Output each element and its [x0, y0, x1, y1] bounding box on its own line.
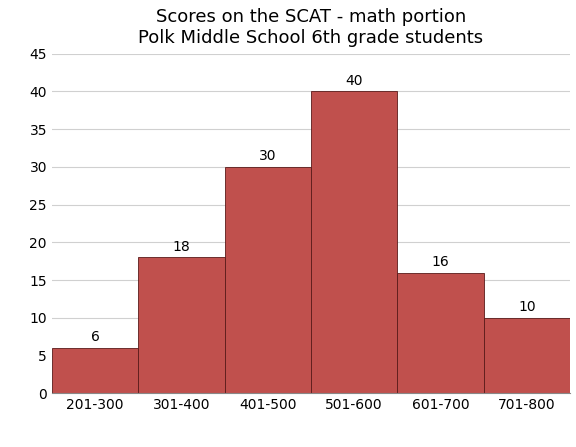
- Text: 40: 40: [346, 74, 363, 88]
- Text: 6: 6: [90, 330, 100, 344]
- Bar: [397, 273, 484, 393]
- Bar: [311, 91, 397, 393]
- Text: 10: 10: [518, 300, 536, 314]
- Bar: [138, 257, 225, 393]
- Text: 18: 18: [173, 240, 190, 254]
- Bar: [52, 348, 138, 393]
- Title: Scores on the SCAT - math portion
Polk Middle School 6th grade students: Scores on the SCAT - math portion Polk M…: [138, 8, 484, 46]
- Bar: [225, 167, 311, 393]
- Text: 16: 16: [432, 255, 449, 269]
- Bar: [484, 318, 570, 393]
- Text: 30: 30: [259, 149, 276, 163]
